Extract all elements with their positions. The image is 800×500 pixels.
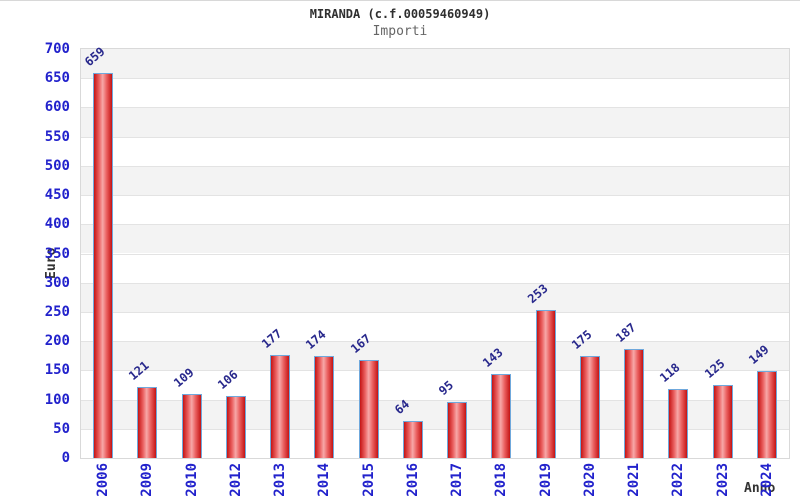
grid-band [81,78,789,108]
x-tick-label: 2024 [758,463,775,497]
chart-title: MIRANDA (c.f.00059460949) [309,7,491,21]
bar[interactable] [668,389,689,458]
grid-band [81,311,789,342]
grid-band [81,136,789,166]
y-tick-label: 150 [44,362,70,379]
x-tick-label: 2023 [714,463,731,497]
bar[interactable] [181,394,202,458]
grid-band [81,107,789,137]
grid-band [81,224,789,254]
x-axis-title: Anno [744,481,776,496]
y-tick-label: 650 [44,70,70,87]
bar[interactable] [314,356,335,458]
bar[interactable] [447,402,468,458]
grid-band [81,49,789,79]
y-tick-label: 200 [44,333,70,350]
x-tick-label: 2018 [493,463,510,497]
grid-band [81,282,789,312]
y-tick-label: 400 [44,216,70,233]
y-tick-label: 0 [61,450,70,466]
y-tick-label: 350 [44,245,70,262]
y-tick-label: 450 [44,187,70,204]
grid-band [81,253,789,283]
bar[interactable] [756,371,777,458]
y-tick-label: 700 [44,41,70,57]
x-tick-label: 2015 [360,463,377,497]
grid-band [81,165,789,196]
bar[interactable] [402,421,423,458]
bar[interactable] [225,396,246,458]
y-tick-label: 600 [44,99,70,116]
bar[interactable] [270,355,291,458]
chart-subtitle: Importi [372,24,428,39]
y-tick-label: 100 [44,391,70,408]
bar[interactable] [535,310,556,458]
y-tick-label: 50 [53,420,70,437]
grid-band [81,341,789,371]
y-tick-label: 550 [44,128,70,145]
x-tick-label: 2022 [670,463,687,497]
bar[interactable] [93,73,114,458]
y-tick-label: 250 [44,303,70,320]
x-tick-label: 2016 [404,463,421,497]
x-tick-label: 2006 [95,463,112,497]
x-tick-label: 2009 [139,463,156,497]
bar[interactable] [137,387,158,458]
x-tick-label: 2013 [272,463,289,497]
bar[interactable] [491,374,512,458]
bar[interactable] [579,356,600,458]
plot-area: 659 121 109 106 177 174 167 64 95 143 253 175 187 118… [80,44,790,459]
x-tick-label: 2017 [449,463,466,497]
x-tick-label: 2010 [183,463,200,497]
grid-band [81,195,789,225]
bar[interactable] [624,349,645,458]
y-tick-label: 300 [44,274,70,291]
x-tick-label: 2014 [316,463,333,497]
bar[interactable] [358,360,379,458]
y-tick-label: 500 [44,157,70,174]
x-tick-label: 2020 [581,463,598,497]
x-tick-label: 2012 [227,463,244,497]
bar[interactable] [712,385,733,458]
x-tick-label: 2021 [626,463,643,497]
x-tick-label: 2019 [537,463,554,497]
